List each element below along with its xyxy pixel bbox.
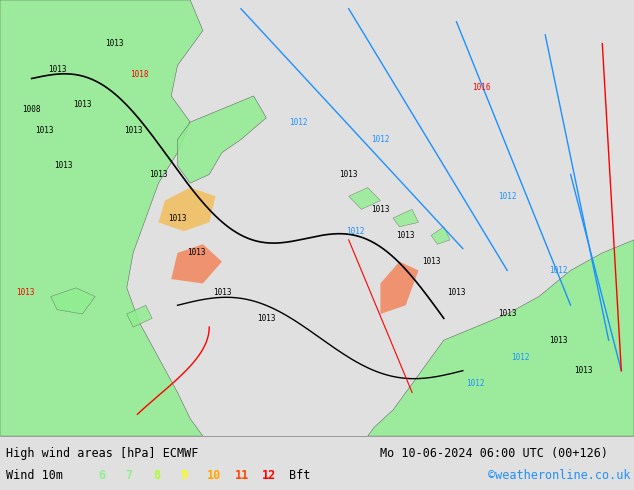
- Polygon shape: [431, 227, 450, 244]
- Text: 1013: 1013: [54, 161, 73, 170]
- Text: Mo 10-06-2024 06:00 UTC (00+126): Mo 10-06-2024 06:00 UTC (00+126): [380, 447, 609, 460]
- Text: 1018: 1018: [130, 70, 149, 78]
- Text: 1012: 1012: [498, 192, 517, 201]
- Text: 11: 11: [235, 469, 249, 482]
- Text: 10: 10: [207, 469, 221, 482]
- Text: 7: 7: [126, 469, 133, 482]
- Text: 1012: 1012: [548, 266, 567, 275]
- Text: 1013: 1013: [124, 126, 143, 135]
- Polygon shape: [51, 288, 95, 314]
- Text: 1013: 1013: [73, 100, 92, 109]
- Polygon shape: [368, 240, 634, 436]
- Text: 1013: 1013: [447, 288, 466, 296]
- Polygon shape: [380, 262, 418, 314]
- Text: 6: 6: [98, 469, 105, 482]
- Text: 1012: 1012: [346, 227, 365, 236]
- Polygon shape: [127, 305, 152, 327]
- Text: 1012: 1012: [371, 135, 390, 144]
- Polygon shape: [171, 244, 222, 283]
- Text: 1013: 1013: [422, 257, 441, 266]
- Text: 12: 12: [262, 469, 276, 482]
- Text: Wind 10m: Wind 10m: [6, 469, 63, 482]
- Text: 1013: 1013: [396, 231, 415, 240]
- Polygon shape: [178, 96, 266, 183]
- Text: 9: 9: [180, 469, 187, 482]
- Text: 1013: 1013: [149, 170, 168, 179]
- Text: 1013: 1013: [35, 126, 54, 135]
- Text: 1013: 1013: [548, 336, 567, 344]
- Polygon shape: [349, 188, 380, 209]
- Text: 1013: 1013: [212, 288, 231, 296]
- Text: 8: 8: [153, 469, 160, 482]
- Text: ©weatheronline.co.uk: ©weatheronline.co.uk: [488, 469, 631, 482]
- Text: 1013: 1013: [498, 310, 517, 318]
- Text: 1016: 1016: [472, 83, 491, 92]
- Text: 1012: 1012: [510, 353, 529, 362]
- Text: 1012: 1012: [288, 118, 307, 126]
- Text: 1013: 1013: [257, 314, 276, 323]
- Text: 1013: 1013: [187, 248, 206, 257]
- Text: 1013: 1013: [105, 39, 124, 48]
- Text: 1013: 1013: [168, 214, 187, 222]
- Text: 1013: 1013: [16, 288, 35, 296]
- Text: 1013: 1013: [339, 170, 358, 179]
- Polygon shape: [158, 188, 216, 231]
- Polygon shape: [393, 209, 418, 227]
- Polygon shape: [0, 0, 203, 436]
- Text: High wind areas [hPa] ECMWF: High wind areas [hPa] ECMWF: [6, 447, 198, 460]
- Text: 1013: 1013: [574, 366, 593, 375]
- Text: 1008: 1008: [22, 104, 41, 114]
- Text: Bft: Bft: [289, 469, 311, 482]
- Text: 1013: 1013: [371, 205, 390, 214]
- Text: 1013: 1013: [48, 65, 67, 74]
- Text: 1012: 1012: [466, 379, 485, 388]
